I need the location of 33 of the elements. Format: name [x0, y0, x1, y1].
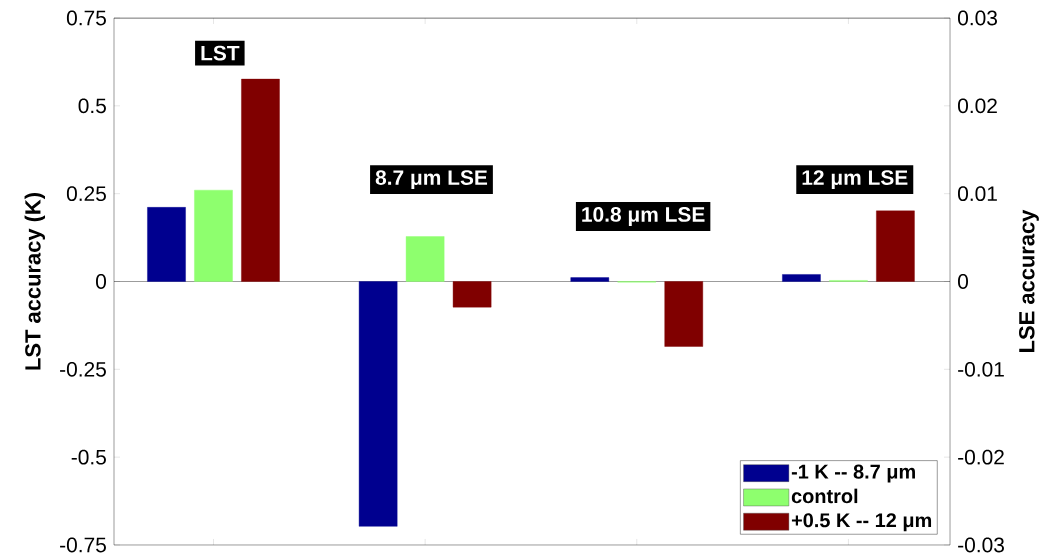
- bar: [194, 189, 233, 282]
- bar: [405, 236, 445, 282]
- y-tick-label: 0.75: [66, 10, 106, 26]
- legend-label: -1 K -- 8.7 μm: [791, 464, 915, 483]
- bar: [241, 78, 280, 282]
- bar: [570, 277, 610, 282]
- y2-tick-label: 0.03: [958, 10, 997, 26]
- bar: [876, 210, 915, 282]
- bar: [147, 207, 186, 282]
- y-tick-label: 0.25: [66, 186, 106, 202]
- y-tick-label: -0.25: [60, 361, 106, 377]
- y-tick-label: 0: [96, 274, 107, 289]
- y-axis-title: LST accuracy (K): [24, 193, 45, 370]
- y2-tick-label: 0: [958, 274, 969, 289]
- y2-tick-label: -0.01: [958, 361, 1004, 377]
- annotation: LST: [201, 45, 240, 61]
- y2-tick-label: -0.03: [958, 537, 1004, 553]
- bar: [664, 281, 704, 347]
- annotation: 8.7 μm LSE: [375, 170, 488, 190]
- bar: [782, 274, 821, 282]
- y-tick-label: -0.5: [71, 449, 106, 465]
- annotation: 12 μm LSE: [802, 170, 908, 190]
- legend-label: control: [791, 488, 858, 504]
- y2-tick-label: 0.01: [958, 186, 997, 202]
- y-tick-label: 0.5: [78, 98, 106, 114]
- y2-axis-title: LSE accuracy: [1019, 209, 1039, 352]
- annotation: 10.8 μm LSE: [582, 207, 705, 226]
- bar: [358, 281, 398, 527]
- y2-tick-label: 0.02: [958, 98, 997, 114]
- legend-label: +0.5 K -- 12 μm: [791, 513, 932, 532]
- y-tick-label: -0.75: [60, 537, 106, 553]
- bar: [452, 281, 492, 308]
- y2-tick-label: -0.02: [958, 449, 1004, 465]
